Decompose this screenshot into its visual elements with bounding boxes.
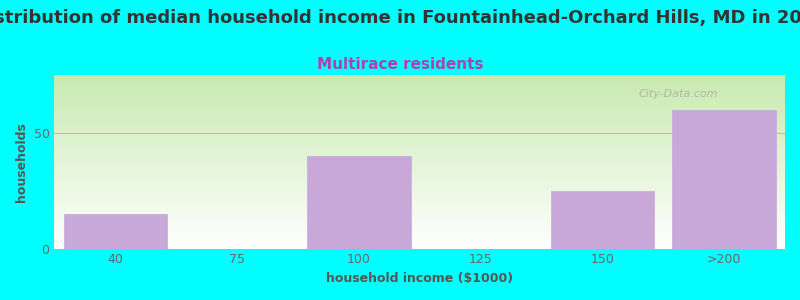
Bar bbox=[550, 191, 654, 249]
Bar bbox=[307, 156, 410, 249]
Text: Multirace residents: Multirace residents bbox=[317, 57, 483, 72]
Bar bbox=[63, 214, 167, 249]
X-axis label: household income ($1000): household income ($1000) bbox=[326, 272, 514, 285]
Text: City-Data.com: City-Data.com bbox=[639, 89, 718, 99]
Y-axis label: households: households bbox=[15, 122, 28, 202]
Bar bbox=[672, 110, 776, 249]
Text: Distribution of median household income in Fountainhead-Orchard Hills, MD in 202: Distribution of median household income … bbox=[0, 9, 800, 27]
